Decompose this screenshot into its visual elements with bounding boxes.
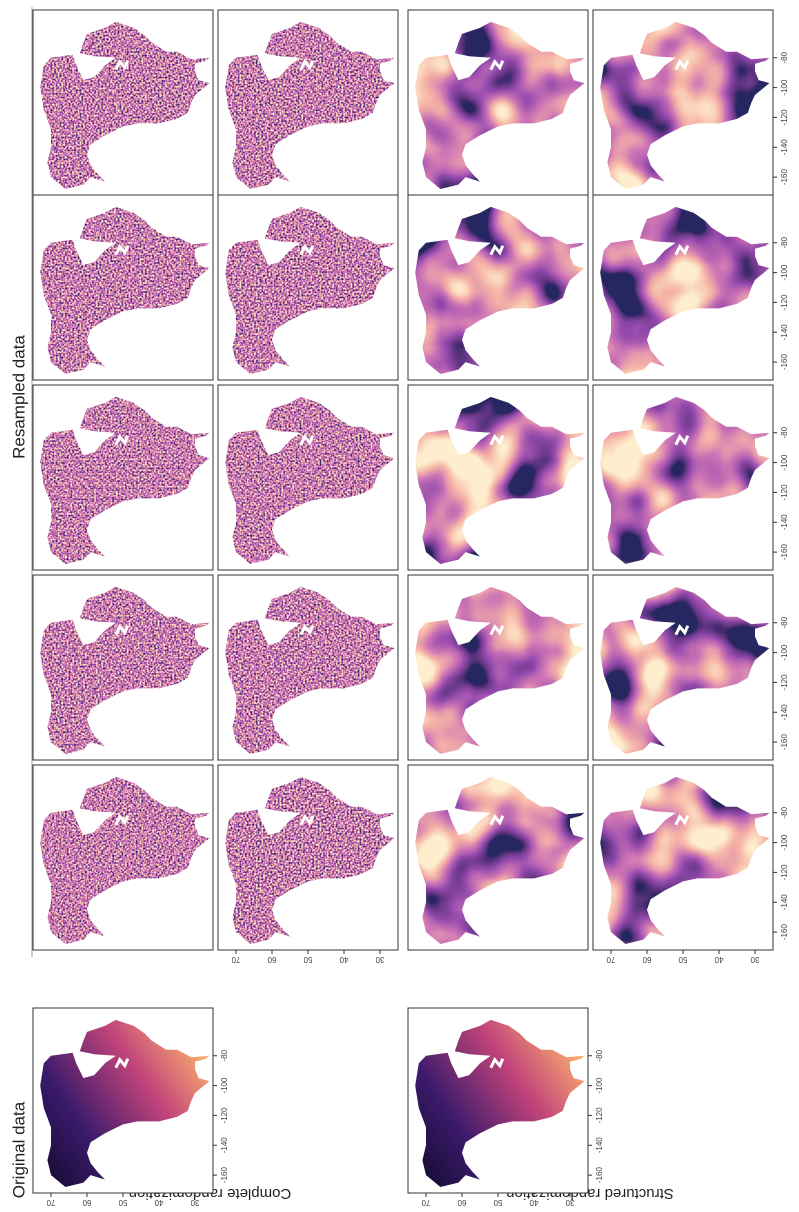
lat-tick-label: 70 (231, 955, 240, 964)
lat-tick-label: 50 (678, 955, 687, 964)
lon-tick-label: -160 (780, 544, 789, 561)
lat-tick-label: 40 (714, 955, 723, 964)
lon-tick-label: -120 (780, 674, 789, 691)
figure-body: Original data Resampled data Complete ra… (9, 7, 789, 1207)
lon-tick-label: -140 (780, 514, 789, 531)
lon-tick-label: -120 (780, 484, 789, 501)
lat-tick-label: 40 (529, 1198, 538, 1207)
lat-tick-label: 60 (82, 1198, 91, 1207)
lon-tick-label: -160 (780, 169, 789, 186)
lat-tick-label: 60 (457, 1198, 466, 1207)
lon-tick-label: -160 (220, 1167, 229, 1184)
lat-tick-label: 60 (642, 955, 651, 964)
lon-tick-label: -100 (595, 1077, 604, 1094)
lon-tick-label: -80 (220, 1049, 229, 1061)
lat-tick-label: 50 (493, 1198, 502, 1207)
lon-tick-label: -120 (780, 864, 789, 881)
lat-tick-label: 70 (46, 1198, 55, 1207)
lat-tick-label: 30 (565, 1198, 574, 1207)
lat-tick-label: 30 (375, 955, 384, 964)
lon-tick-label: -80 (780, 426, 789, 438)
lat-tick-label: 40 (154, 1198, 163, 1207)
lon-tick-label: -100 (220, 1077, 229, 1094)
lat-tick-label: 30 (750, 955, 759, 964)
original-title: Original data (9, 1101, 28, 1198)
lon-tick-label: -160 (780, 924, 789, 941)
lon-tick-label: -100 (780, 454, 789, 471)
lon-tick-label: -160 (595, 1167, 604, 1184)
lon-tick-label: -100 (780, 644, 789, 661)
lat-tick-label: 40 (339, 955, 348, 964)
lat-tick-label: 50 (118, 1198, 127, 1207)
lon-tick-label: -120 (780, 109, 789, 126)
lon-tick-label: -80 (595, 1049, 604, 1061)
lon-tick-label: -80 (780, 616, 789, 628)
figure: Original data Resampled data Complete ra… (0, 0, 799, 1207)
lat-tick-label: 70 (606, 955, 615, 964)
lon-tick-label: -160 (780, 734, 789, 751)
lon-tick-label: -120 (780, 294, 789, 311)
lon-tick-label: -100 (780, 834, 789, 851)
lon-tick-label: -140 (780, 324, 789, 341)
lat-tick-label: 70 (421, 1198, 430, 1207)
lat-tick-label: 60 (267, 955, 276, 964)
lon-tick-label: -160 (780, 354, 789, 371)
lon-tick-label: -120 (220, 1107, 229, 1124)
lon-tick-label: -80 (780, 51, 789, 63)
lon-tick-label: -100 (780, 79, 789, 96)
lon-tick-label: -140 (595, 1137, 604, 1154)
lon-tick-label: -80 (780, 236, 789, 248)
resampled-title: Resampled data (9, 335, 28, 459)
lon-tick-label: -140 (780, 894, 789, 911)
lon-tick-label: -140 (220, 1137, 229, 1154)
lon-tick-label: -140 (780, 704, 789, 721)
lon-tick-label: -100 (780, 264, 789, 281)
lat-tick-label: 50 (303, 955, 312, 964)
lon-tick-label: -120 (595, 1107, 604, 1124)
lon-tick-label: -140 (780, 139, 789, 156)
lon-tick-label: -80 (780, 806, 789, 818)
lat-tick-label: 30 (190, 1198, 199, 1207)
